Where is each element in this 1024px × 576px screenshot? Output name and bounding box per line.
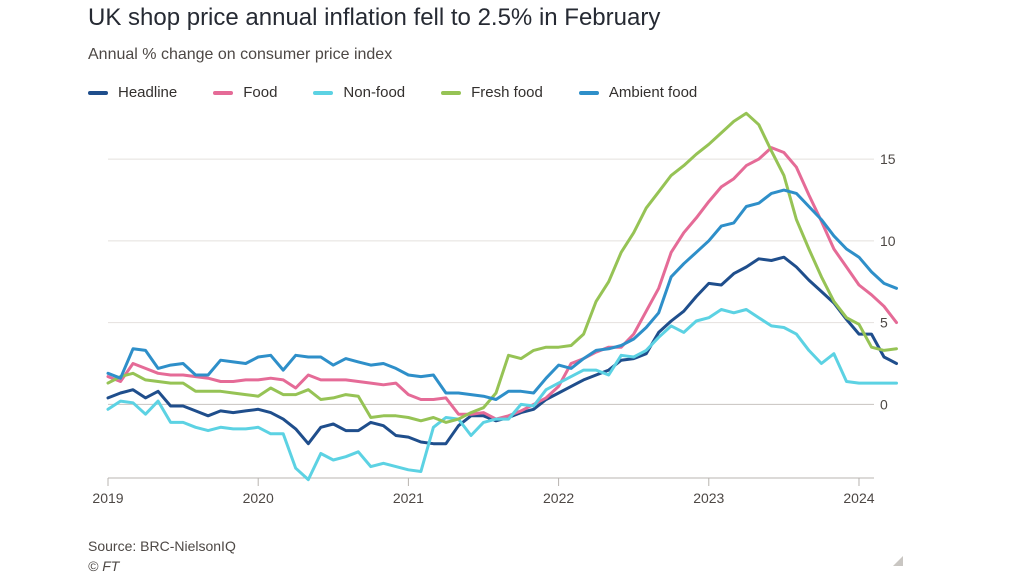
x-tick-label: 2020 — [243, 490, 274, 506]
resize-corner-icon — [893, 556, 903, 566]
x-tick-label: 2024 — [843, 490, 874, 506]
x-tick-label: 2023 — [693, 490, 724, 506]
series-line-non-food — [106, 308, 898, 482]
series-line-food — [106, 146, 898, 421]
y-tick-label: 5 — [880, 315, 888, 331]
legend-swatch — [88, 90, 108, 95]
chart-title: UK shop price annual inflation fell to 2… — [88, 4, 661, 31]
legend-item-food: Food — [213, 84, 277, 101]
chart-legend: Headline Food Non-food Fresh food Ambient fo… — [88, 84, 733, 101]
series-line-fresh-food — [106, 111, 898, 424]
legend-label: Headline — [118, 84, 178, 101]
chart-subtitle: Annual % change on consumer price index — [88, 46, 393, 63]
legend-label: Non-food — [343, 84, 406, 101]
legend-swatch — [213, 90, 234, 95]
legend-swatch — [313, 90, 334, 95]
legend-item-ambient-food: Ambient food — [578, 84, 698, 101]
legend-item-non-food: Non-food — [313, 84, 405, 101]
ft-credit: © FT — [88, 558, 120, 574]
legend-label: Fresh food — [471, 84, 543, 101]
legend-swatch — [441, 90, 462, 95]
legend-item-fresh-food: Fresh food — [441, 84, 543, 101]
x-tick-label: 2022 — [543, 490, 574, 506]
legend-swatch — [578, 90, 599, 95]
y-tick-label: 10 — [880, 233, 896, 249]
series-line-ambient-food — [106, 188, 898, 401]
legend-label: Food — [243, 84, 278, 101]
legend-item-headline: Headline — [88, 84, 177, 101]
x-tick-label: 2019 — [92, 490, 123, 506]
series-line-headline — [106, 255, 898, 446]
y-tick-label: 0 — [880, 396, 888, 412]
legend-label: Ambient food — [608, 84, 698, 101]
source-note: Source: BRC-NielsonIQ — [88, 538, 236, 554]
x-tick-label: 2021 — [393, 490, 424, 506]
y-tick-label: 15 — [880, 151, 896, 167]
